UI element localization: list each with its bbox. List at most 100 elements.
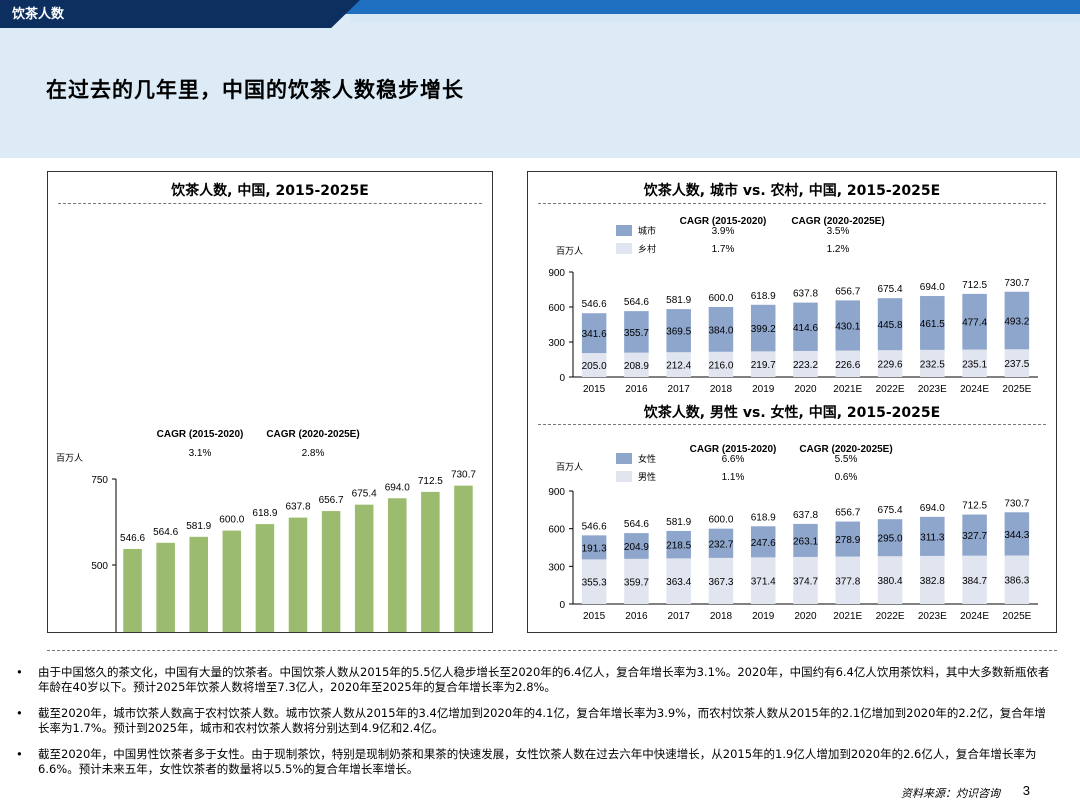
segment-value-label: 208.9 <box>624 361 649 372</box>
page-number: 3 <box>1022 783 1030 798</box>
segment-value-label: 278.9 <box>835 535 860 546</box>
segment-value-label: 414.6 <box>793 323 818 334</box>
segment-value-label: 355.3 <box>582 578 607 589</box>
segment-value-label: 371.4 <box>751 577 776 588</box>
bar-segment <box>877 556 903 604</box>
bar-segment <box>624 311 649 353</box>
bar-segment <box>1004 555 1030 604</box>
segment-value-label: 295.0 <box>878 534 903 545</box>
total-value-label: 600.0 <box>708 515 733 526</box>
segment-value-label: 232.5 <box>920 359 945 370</box>
cagr-value: 3.9% <box>712 226 735 237</box>
source-note: 资料来源：灼识咨询 <box>901 787 1000 800</box>
segment-value-label: 359.7 <box>624 577 649 588</box>
segment-value-label: 247.6 <box>751 538 776 549</box>
x-tick-label: 2017 <box>668 611 691 622</box>
total-value-label: 656.7 <box>835 286 860 297</box>
bar-segment <box>920 516 945 556</box>
segment-value-label: 363.4 <box>666 577 691 588</box>
bar-chart-total: CAGR (2015-2020) CAGR (2020-2025E) 3.1% 2.8… <box>56 429 476 632</box>
section-separator <box>47 650 1057 651</box>
total-value-label: 675.4 <box>878 505 903 516</box>
total-value-label: 712.5 <box>962 501 987 512</box>
y-tick-label: 0 <box>559 600 565 611</box>
total-value-label: 730.7 <box>1004 498 1029 509</box>
bar-chart-urban-rural: CAGR (2015-2020) CAGR (2020-2025E) 城市 3.9% 3… <box>548 216 1038 395</box>
chart-title-total: 饮茶人数, 中国, 2015-2025E <box>171 183 369 199</box>
segment-value-label: 218.5 <box>666 541 691 552</box>
unit-label: 百万人 <box>556 462 583 472</box>
y-tick-label: 300 <box>548 338 565 349</box>
cagr-header: CAGR (2015-2020) <box>680 216 767 227</box>
bar <box>156 542 175 632</box>
bar-segment <box>666 530 691 559</box>
bar-value-label: 694.0 <box>385 482 410 493</box>
bar-segment <box>920 296 945 350</box>
segment-value-label: 311.3 <box>920 532 945 543</box>
segment-value-label: 216.0 <box>708 360 733 371</box>
segment-value-label: 430.1 <box>835 321 860 332</box>
total-value-label: 546.6 <box>582 299 607 310</box>
cagr-value: 1.7% <box>712 244 735 255</box>
y-tick-label: 600 <box>548 303 565 314</box>
segment-value-label: 461.5 <box>920 319 945 330</box>
segment-value-label: 204.9 <box>624 542 649 553</box>
chart-panel-split: 饮茶人数, 城市 vs. 农村, 中国, 2015-2025E CAGR (20… <box>527 171 1057 633</box>
bar-chart-gender: CAGR (2015-2020) CAGR (2020-2025E) 女性 6.6% 5… <box>548 444 1038 622</box>
y-tick-label: 600 <box>548 525 565 536</box>
total-value-label: 694.0 <box>920 282 945 293</box>
bar-value-label: 546.6 <box>120 533 145 544</box>
cagr-value: 1.1% <box>722 472 745 483</box>
total-value-label: 675.4 <box>878 284 903 295</box>
note-item: 截至2020年，城市饮茶人数高于农村饮茶人数。城市饮茶人数从2015年的3.4亿… <box>16 706 1056 736</box>
segment-value-label: 369.5 <box>666 327 691 338</box>
bar-segment <box>835 521 861 557</box>
total-value-label: 564.6 <box>624 519 649 530</box>
total-value-label: 600.0 <box>708 293 733 304</box>
x-tick-label: 2015 <box>583 384 606 395</box>
bar-segment <box>793 302 818 351</box>
bar-segment <box>666 558 691 604</box>
x-tick-label: 2022E <box>876 611 905 622</box>
bar-segment <box>750 351 776 377</box>
segment-value-label: 235.1 <box>962 359 987 370</box>
segment-value-label: 205.0 <box>582 361 607 372</box>
bar <box>321 511 341 632</box>
x-tick-label: 2023E <box>918 384 947 395</box>
cagr-header: CAGR (2020-2025E) <box>266 429 359 440</box>
bar <box>123 548 142 632</box>
bar-segment <box>624 352 649 377</box>
bar-segment <box>877 519 903 557</box>
bar-segment <box>793 556 818 604</box>
bar <box>454 485 473 632</box>
bar-segment <box>666 309 691 353</box>
total-value-label: 618.9 <box>751 291 776 302</box>
x-tick-label: 2018 <box>710 611 733 622</box>
title-divider <box>58 203 482 204</box>
segment-value-label: 386.3 <box>1004 576 1029 587</box>
x-tick-label: 2023E <box>918 611 947 622</box>
cagr-value: 5.5% <box>835 454 858 465</box>
bar-segment <box>877 298 903 351</box>
cagr-value: 1.2% <box>827 244 850 255</box>
bar-segment <box>666 352 691 377</box>
legend-label: 男性 <box>638 471 656 482</box>
bar-segment <box>581 313 607 354</box>
bar-value-label: 712.5 <box>418 476 443 487</box>
cagr-value: 6.6% <box>722 454 745 465</box>
x-tick-label: 2021E <box>833 384 862 395</box>
y-tick-label: 750 <box>91 475 108 486</box>
bar-segment <box>624 533 649 559</box>
x-tick-label: 2017 <box>668 384 691 395</box>
segment-value-label: 384.7 <box>962 576 987 587</box>
bar-segment <box>581 353 607 377</box>
bar-segment <box>624 558 649 604</box>
x-tick-label: 2025E <box>1002 611 1031 622</box>
bar-segment <box>581 559 607 604</box>
segment-value-label: 399.2 <box>751 324 776 335</box>
x-tick-label: 2016 <box>625 384 648 395</box>
segment-value-label: 445.8 <box>878 320 903 331</box>
bar-segment <box>877 350 903 377</box>
page-title: 在过去的几年里，中国的饮茶人数稳步增长 <box>46 78 464 102</box>
x-tick-label: 2020 <box>794 611 817 622</box>
